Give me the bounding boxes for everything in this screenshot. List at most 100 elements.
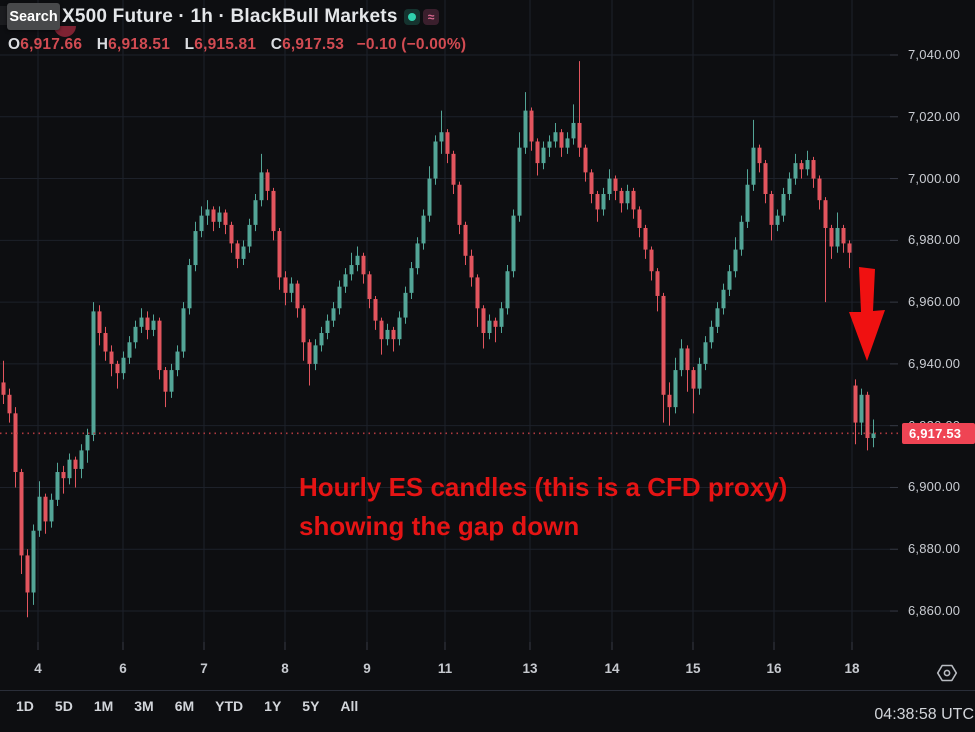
candle <box>187 265 192 309</box>
candle <box>841 227 846 244</box>
candle <box>85 434 90 451</box>
range-button-ytd[interactable]: YTD <box>215 698 244 714</box>
candle <box>739 221 744 250</box>
price-axis-label: 6,860.00 <box>908 603 961 619</box>
low-label: L <box>184 36 195 53</box>
search-button[interactable]: Search <box>7 3 60 30</box>
annotation-line-1: Hourly ES candles (this is a CFD proxy) <box>299 472 788 502</box>
candle <box>265 172 270 191</box>
candle <box>349 265 354 275</box>
close-value: 6,917.53 <box>282 36 345 53</box>
candle <box>49 499 54 522</box>
range-button-3m[interactable]: 3M <box>134 698 154 714</box>
candle <box>601 194 606 210</box>
high-label: H <box>96 36 109 53</box>
time-axis-label: 16 <box>766 661 782 676</box>
candle <box>163 370 168 392</box>
candle <box>193 231 198 266</box>
search-icon[interactable] <box>0 6 7 25</box>
symbol-status-badges: ≈ <box>404 9 439 25</box>
candle <box>445 132 450 154</box>
candle <box>25 555 30 593</box>
time-axis-label: 13 <box>522 661 538 676</box>
range-button-1y[interactable]: 1Y <box>264 698 282 714</box>
candle <box>469 255 474 278</box>
range-button-5y[interactable]: 5Y <box>302 698 320 714</box>
range-button-all[interactable]: All <box>340 698 359 714</box>
candle <box>277 231 282 278</box>
candle <box>661 295 666 395</box>
candle <box>559 132 564 148</box>
candle <box>757 147 762 164</box>
candle <box>421 215 426 244</box>
candle <box>121 357 126 374</box>
candle <box>859 394 864 423</box>
delayed-data-icon[interactable]: ≈ <box>423 9 439 25</box>
candle <box>283 277 288 293</box>
candle <box>211 209 216 222</box>
candle <box>97 311 102 334</box>
candle <box>73 459 78 469</box>
down-arrow-annotation <box>849 267 885 361</box>
candle <box>535 141 540 164</box>
candle <box>127 342 132 358</box>
candle <box>589 172 594 195</box>
candle <box>541 147 546 164</box>
candle <box>823 200 828 228</box>
candle <box>727 271 732 290</box>
candle <box>37 496 42 531</box>
utc-clock[interactable]: 04:38:58 UTC <box>874 706 974 723</box>
candle <box>685 348 690 371</box>
candle <box>205 209 210 216</box>
price-axis-label: 7,020.00 <box>908 108 961 124</box>
candle <box>619 190 624 204</box>
candle <box>217 212 222 222</box>
candle <box>115 363 120 374</box>
candle <box>13 413 18 473</box>
candle <box>571 122 576 139</box>
market-status-icon[interactable] <box>404 9 420 25</box>
range-button-1m[interactable]: 1M <box>93 698 114 714</box>
candle <box>247 224 252 247</box>
candle <box>493 320 498 327</box>
candle <box>67 459 72 479</box>
candle <box>703 342 708 364</box>
candle <box>805 160 810 170</box>
candle <box>241 246 246 259</box>
time-axis-label: 11 <box>437 661 453 676</box>
candle <box>235 243 240 259</box>
candle <box>463 224 468 256</box>
chart-annotation: Hourly ES candles (this is a CFD proxy) … <box>299 468 787 546</box>
candle <box>631 190 636 210</box>
candle <box>667 394 672 408</box>
gear-icon <box>936 664 958 682</box>
candle <box>547 141 552 148</box>
candle <box>613 178 618 191</box>
open-value: 6,917.66 <box>20 36 83 53</box>
symbol-title[interactable]: X500 Future · 1h · BlackBull Markets <box>62 6 398 27</box>
candle <box>91 311 96 435</box>
candle <box>109 351 114 364</box>
candle <box>175 351 180 371</box>
candle <box>853 385 858 423</box>
range-toolbar: 1D 5D 1M 3M 6M YTD 1Y 5Y All <box>16 698 358 714</box>
candle <box>733 249 738 272</box>
close-label: C <box>270 36 283 53</box>
candle <box>871 433 876 439</box>
time-settings-button[interactable] <box>936 662 958 684</box>
candle <box>415 243 420 269</box>
candle <box>451 153 456 185</box>
range-button-6m[interactable]: 6M <box>174 698 195 714</box>
range-button-5d[interactable]: 5D <box>54 698 73 714</box>
candle <box>133 326 138 343</box>
candle <box>1 382 6 395</box>
candle <box>769 194 774 225</box>
candle <box>511 215 516 272</box>
candle <box>367 274 372 300</box>
candle <box>865 394 870 439</box>
candle <box>655 271 660 296</box>
candle <box>721 289 726 309</box>
range-button-1d[interactable]: 1D <box>16 698 34 714</box>
candle <box>529 110 534 142</box>
